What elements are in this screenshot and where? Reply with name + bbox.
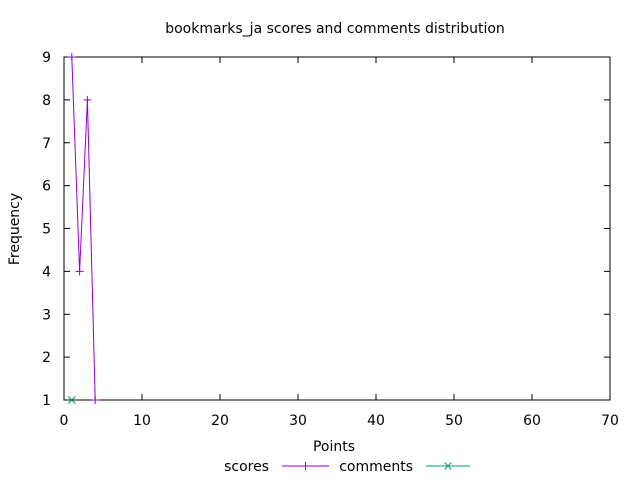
x-tick-label: 70 — [601, 413, 619, 429]
series-comments — [67, 396, 76, 404]
x-tick-label: 40 — [367, 413, 385, 429]
plot-frame — [63, 56, 611, 401]
legend-marker — [301, 462, 310, 470]
y-axis: 1 2 3 4 5 6 7 8 9 — [42, 50, 610, 409]
x-axis-label: Points — [313, 439, 355, 455]
x-axis: 0 10 20 30 40 50 60 70 — [60, 57, 619, 429]
y-tick-label: 9 — [42, 50, 51, 66]
y-tick-label: 4 — [42, 264, 51, 280]
legend: scores comments — [224, 459, 470, 475]
legend-marker — [444, 462, 452, 470]
y-tick-label: 8 — [42, 93, 51, 109]
chart-title: bookmarks_ja scores and comments distrib… — [165, 21, 505, 37]
legend-item-scores: scores — [224, 459, 329, 475]
y-tick-label: 3 — [42, 307, 51, 323]
x-tick-label: 20 — [211, 413, 229, 429]
series-line-scores — [71, 56, 96, 401]
data-point-scores — [75, 267, 84, 276]
plot-area — [67, 53, 100, 404]
y-tick-label: 7 — [42, 136, 51, 152]
y-tick-label: 1 — [42, 393, 51, 409]
series-scores — [67, 53, 100, 404]
data-point-scores — [83, 95, 92, 104]
legend-item-comments: comments — [339, 459, 470, 475]
legend-label: comments — [339, 459, 413, 475]
x-tick-label: 30 — [289, 413, 307, 429]
x-tick-label: 50 — [445, 413, 463, 429]
y-tick-label: 5 — [42, 222, 51, 238]
x-tick-label: 10 — [133, 413, 151, 429]
legend-label: scores — [224, 459, 269, 475]
y-axis-label: Frequency — [7, 193, 23, 265]
data-point-scores — [91, 396, 100, 404]
data-point-comments — [67, 396, 76, 404]
y-tick-label: 2 — [42, 350, 51, 366]
y-tick-label: 6 — [42, 179, 51, 195]
x-tick-label: 0 — [60, 413, 69, 429]
data-point-scores — [67, 53, 76, 61]
x-tick-label: 60 — [523, 413, 541, 429]
